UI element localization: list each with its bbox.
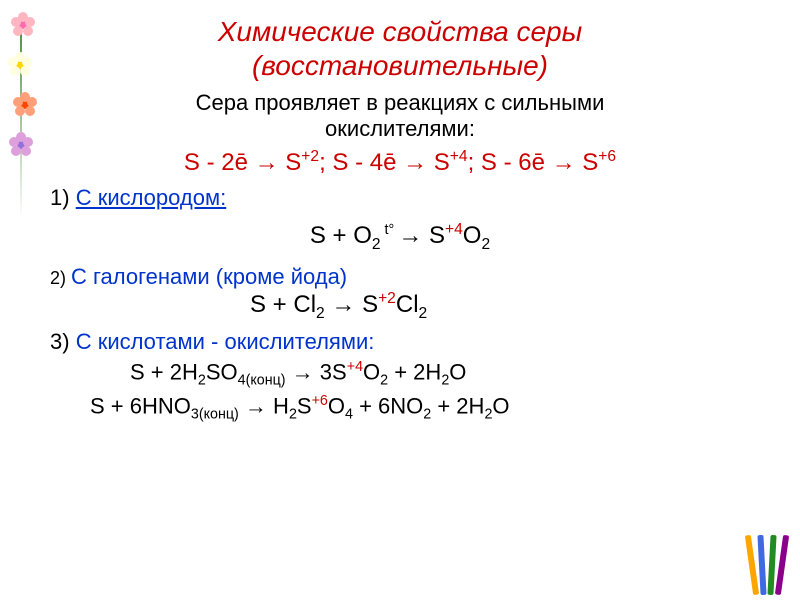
r-text: S [429,222,445,249]
r-text: + 2H [388,359,441,384]
r-arrow: → [398,222,429,249]
reaction-3b: S + 6HNO3(конц) → H2S+6O4 + 6NO2 + 2H2O [50,393,750,423]
item-number: 1) [50,185,76,210]
flower-icon [8,10,38,40]
r-text: S [297,393,312,418]
r-sub: 2 [419,305,428,322]
r-sub: 2 [289,406,297,422]
item-label: С галогенами (кроме йода) [71,264,347,289]
r-text: O [363,359,380,384]
reaction-1: S + O2 t° → S+4O2 [50,221,750,254]
r-sub: 2 [316,305,325,322]
item2-header: 2) С галогенами (кроме йода) [50,264,750,290]
eq-sup: +4 [450,148,468,165]
eq-part: S - 4ē → S [332,149,449,176]
decoration-left [0,0,45,600]
r-sub: 2 [372,236,381,253]
r-text: + 2H [431,393,484,418]
eq-sep: ; [319,149,332,176]
item-label: С кислотами - окислителями: [76,329,375,354]
subtitle-line1: Сера проявляет в реакциях с сильными [196,90,605,115]
title-line2: (восстановительные) [252,50,548,81]
r-text: O [449,359,466,384]
item3-header: 3) С кислотами - окислителями: [50,329,750,355]
item-label: С кислородом: [76,185,227,210]
eq-sup: +6 [598,148,616,165]
r-arrow: → [325,291,362,318]
r-sup: +6 [312,393,328,409]
title-line1: Химические свойства серы [218,16,582,47]
r-text: S [362,291,378,318]
r-temp: t° [381,222,399,238]
item-number: 3) [50,329,76,354]
r-text: O [463,222,482,249]
reaction-2: S + Cl2 → S+2Cl2 [50,290,750,323]
r-sup: +2 [378,290,396,307]
r-sub: 2 [198,373,206,389]
r-text: 3S [320,359,347,384]
slide-title: Химические свойства серы (восстановитель… [50,15,750,82]
r-text: S + Cl [250,291,316,318]
r-text: Cl [396,291,419,318]
r-sub: 4 [345,406,353,422]
r-text: O [492,393,509,418]
r-text: O [328,393,345,418]
r-sup: +4 [445,221,463,238]
main-equation: S - 2ē → S+2; S - 4ē → S+4; S - 6ē → S+6 [50,148,750,177]
r-text: SO [206,359,238,384]
pencil-icon [775,535,789,595]
r-arrow: → [239,393,273,418]
r-sub: 3(конц) [191,406,239,422]
r-text: S + O [310,222,372,249]
flower-icon [5,50,35,80]
r-text: + 6NO [353,393,423,418]
r-sub: 2 [481,236,490,253]
subtitle: Сера проявляет в реакциях с сильными оки… [50,90,750,142]
flower-icon [6,130,36,160]
r-arrow: → [286,359,320,384]
r-sub: 4(конц) [238,373,286,389]
r-text: S + 6HNO [90,393,191,418]
r-sup: +4 [347,359,363,375]
pencil-icon [757,535,766,595]
item1-header: 1) С кислородом: [50,185,750,211]
r-text: H [273,393,289,418]
eq-part: S - 2ē → S [184,149,301,176]
decoration-right [735,515,795,595]
r-text: S + 2H [130,359,198,384]
flower-icon [10,90,40,120]
item-number: 2) [50,268,71,288]
slide-container: Химические свойства серы (восстановитель… [0,0,800,600]
subtitle-line2: окислителями: [325,116,475,141]
r-sub: 2 [380,373,388,389]
eq-part: S - 6ē → S [481,149,598,176]
eq-sep: ; [468,149,481,176]
reaction-3a: S + 2H2SO4(конц) → 3S+4O2 + 2H2O [50,359,750,389]
eq-sup: +2 [301,148,319,165]
